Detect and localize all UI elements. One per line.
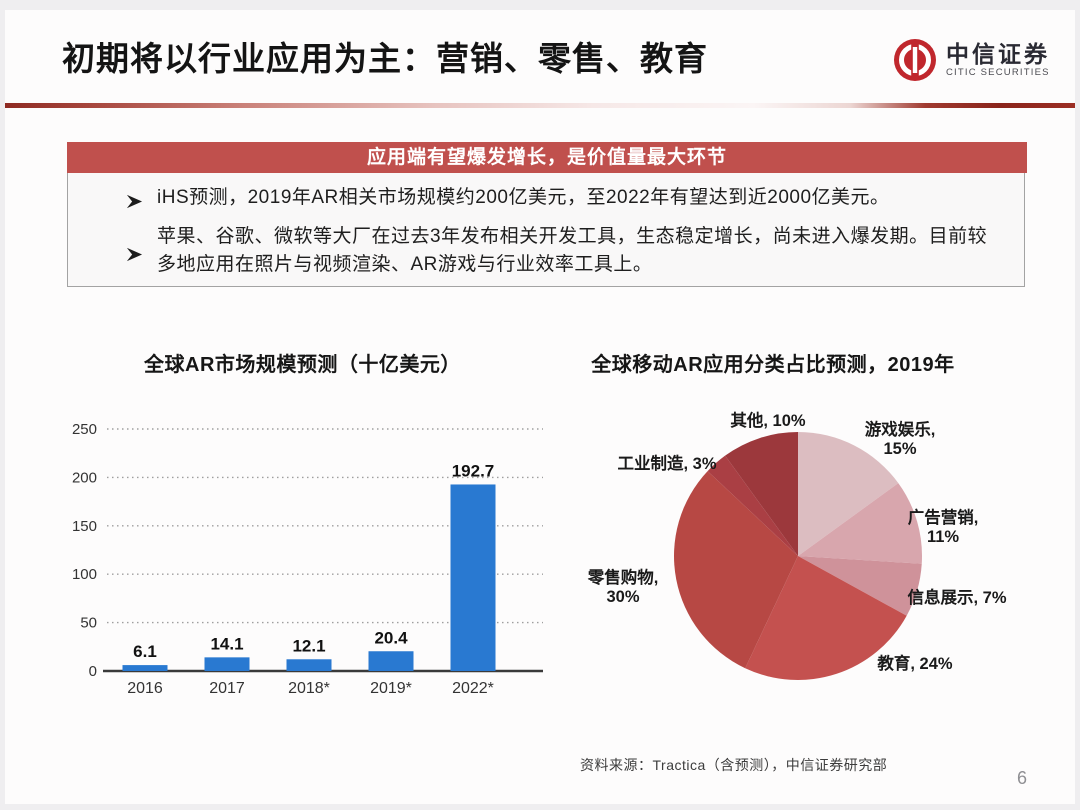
- pie-slice-label: 教育, 24%: [876, 653, 953, 673]
- y-axis-tick-label: 150: [72, 518, 97, 535]
- bar: [204, 657, 250, 671]
- pie-slice-label: 15%: [883, 440, 916, 458]
- bar-value-label: 20.4: [374, 628, 408, 647]
- page-title: 初期将以行业应用为主：营销、零售、教育: [62, 40, 708, 77]
- bar: [368, 651, 414, 671]
- pie-slice: [798, 432, 899, 556]
- x-axis-tick-label: 2017: [209, 680, 245, 697]
- citic-logo: 中信证券 CITIC SECURITIES: [893, 38, 1050, 82]
- list-item: 苹果、谷歌、微软等大厂在过去3年发布相关开发工具，生态稳定增长，尚未进入爆发期。…: [126, 223, 1006, 279]
- bar-value-label: 14.1: [210, 634, 243, 653]
- pie-slice: [798, 556, 922, 616]
- pie-slice-label: 其他, 10%: [730, 410, 806, 430]
- x-axis-tick-label: 2018*: [288, 680, 330, 697]
- pie-chart: 游戏娱乐,15% 广告营销,11% 信息展示, 7% 教育, 24% 零售购物,30% 工…: [587, 410, 1007, 681]
- list-item: iHS预测，2019年AR相关市场规模约200亿美元，至2022年有望达到近20…: [126, 184, 1006, 212]
- bar-value-label: 12.1: [292, 636, 325, 655]
- x-axis-tick-label: 2016: [127, 680, 163, 697]
- citic-logo-icon: [894, 39, 936, 81]
- pie-slice-label: 30%: [606, 588, 639, 606]
- bar-value-label: 192.7: [452, 461, 495, 480]
- y-axis-tick-label: 250: [72, 421, 97, 438]
- header-divider: [5, 103, 1075, 108]
- logo-name-cn: 中信证券: [946, 40, 1050, 67]
- bar: [286, 659, 332, 671]
- bullet-text: iHS预测，2019年AR相关市场规模约200亿美元，至2022年有望达到近20…: [157, 187, 890, 208]
- bar: [450, 484, 496, 671]
- bullet-text: 苹果、谷歌、微软等大厂在过去3年发布相关开发工具，生态稳定增长，尚未进入爆发期。…: [157, 226, 988, 275]
- y-axis-tick-label: 100: [72, 566, 97, 583]
- pie-slice-label: 工业制造, 3%: [617, 453, 716, 473]
- bar: [122, 665, 168, 671]
- bullet-box: iHS预测，2019年AR相关市场规模约200亿美元，至2022年有望达到近20…: [67, 173, 1025, 287]
- pie-slice: [725, 432, 798, 556]
- x-axis-tick-label: 2019*: [370, 680, 412, 697]
- pie-slice: [707, 455, 798, 556]
- y-axis-tick-label: 0: [89, 663, 97, 680]
- section-banner: 应用端有望爆发增长，是价值量最大环节: [67, 142, 1027, 173]
- pie-chart-title: 全球移动AR应用分类占比预测，2019年: [591, 354, 955, 376]
- pie-slice-label: 游戏娱乐,: [865, 419, 936, 439]
- page-number: 6: [1017, 768, 1028, 788]
- slide: 初期将以行业应用为主：营销、零售、教育 中信证券 CITIC SECURITIE…: [5, 10, 1075, 804]
- arrow-bullet-icon: [126, 194, 143, 209]
- pie-slice: [745, 556, 907, 681]
- pie-slice-label: 零售购物,: [587, 567, 659, 587]
- pie-slice: [674, 471, 798, 669]
- pie-slice-label: 信息展示, 7%: [907, 587, 1006, 607]
- citic-logo-text: 中信证券 CITIC SECURITIES: [946, 42, 1050, 78]
- y-axis-tick-label: 50: [80, 615, 97, 632]
- bar-value-label: 6.1: [133, 642, 157, 661]
- logo-name-en: CITIC SECURITIES: [946, 67, 1050, 79]
- arrow-bullet-icon: [126, 247, 143, 262]
- bar-chart-title: 全球AR市场规模预测（十亿美元）: [144, 354, 461, 376]
- pie-slice-label: 广告营销,: [908, 507, 979, 527]
- pie-slice: [798, 483, 923, 564]
- y-axis-tick-label: 200: [72, 469, 97, 486]
- pie-slice-label: 11%: [927, 528, 959, 546]
- source-note: 资料来源：Tractica（含预测），中信证券研究部: [580, 757, 888, 773]
- bar-chart: 0 50 100 150 200 250 6.1 2016 14.1 2017 12.1 2018* 2…: [72, 421, 543, 697]
- x-axis-tick-label: 2022*: [452, 680, 494, 697]
